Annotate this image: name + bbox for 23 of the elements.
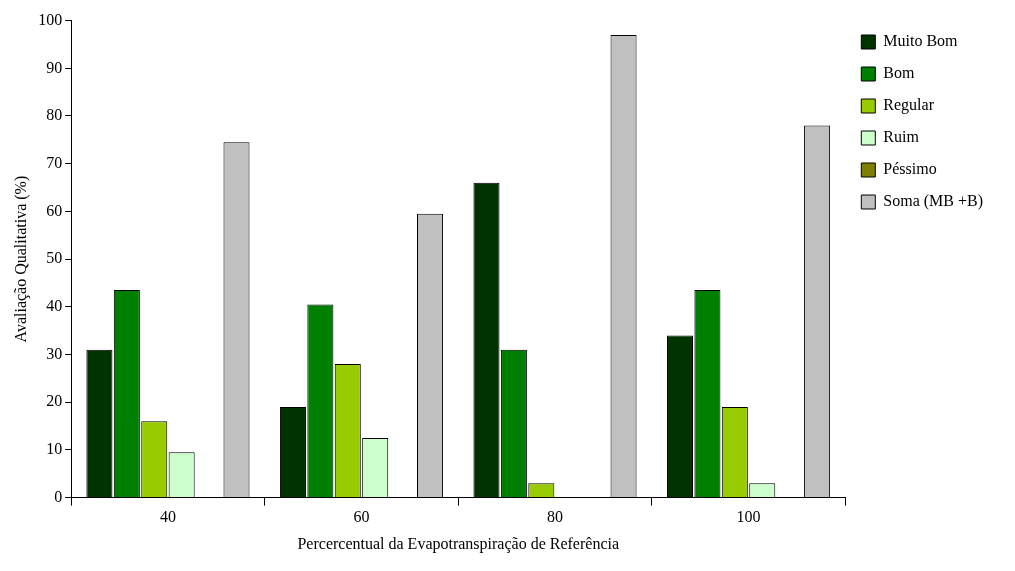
y-tick-label: 90 — [46, 58, 63, 76]
y-tick-label: 100 — [38, 10, 63, 28]
legend-label: Bom — [883, 64, 915, 82]
y-tick-label: 50 — [46, 249, 63, 267]
x-tick-label: 100 — [736, 508, 761, 526]
y-tick-label: 30 — [46, 344, 63, 362]
y-tick-label: 0 — [54, 487, 63, 505]
x-tick-label: 60 — [353, 508, 370, 526]
legend-label: Ruim — [883, 128, 920, 146]
legend-label: Soma (MB +B) — [883, 192, 984, 211]
x-tick-label: 80 — [547, 508, 564, 526]
x-axis-title: Percercentual da Evapotranspiração de Referência — [297, 534, 620, 553]
x-tick-label: 40 — [159, 508, 176, 526]
y-tick-label: 40 — [46, 297, 63, 314]
y-tick-label: 10 — [46, 440, 63, 458]
y-tick-label: 80 — [46, 106, 63, 124]
legend-label: Muito Bom — [883, 32, 959, 50]
legend-label: Péssimo — [883, 160, 937, 178]
legend-label: Regular — [883, 96, 935, 115]
y-tick-label: 70 — [46, 153, 63, 171]
y-tick-label: 20 — [46, 392, 63, 410]
y-tick-label: 60 — [46, 201, 63, 219]
y-axis-title: Avaliação Qualitativa (%) — [11, 175, 30, 343]
